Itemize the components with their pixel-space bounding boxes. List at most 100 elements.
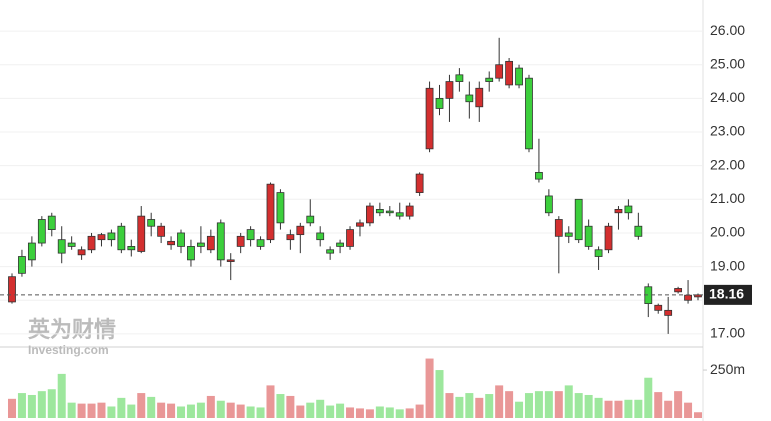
volume-bar (644, 377, 653, 418)
volume-bar (196, 402, 205, 418)
volume-bar (117, 397, 126, 418)
candle-body (97, 234, 106, 241)
y-tick-label: 23.00 (710, 123, 745, 139)
volume-bar (107, 406, 116, 418)
candle-body (147, 219, 156, 227)
last-price-label: 18.16 (709, 286, 744, 302)
volume-bar (127, 404, 136, 418)
candle-body (196, 242, 205, 247)
volume-bar (216, 400, 225, 418)
last-price-box (704, 284, 752, 305)
volume-bar (485, 394, 494, 418)
volume-bar (534, 391, 543, 418)
volume-bar (674, 391, 683, 418)
candle-body (127, 246, 136, 251)
volume-bar (87, 403, 96, 418)
volume-bar (634, 399, 643, 418)
volume-bar (186, 404, 195, 418)
volume-bar (57, 373, 66, 418)
candle-body (435, 97, 444, 109)
y-tick-label: 21.00 (710, 190, 745, 206)
candle-body (57, 239, 66, 254)
candle-body (455, 74, 464, 82)
candle-body (475, 87, 484, 108)
volume-bar (246, 406, 255, 418)
volume-bar (37, 391, 46, 418)
candle-body (346, 229, 354, 247)
candle-body (206, 235, 215, 251)
candle-body (246, 229, 255, 241)
volume-bar (365, 409, 374, 418)
volume-bar (276, 394, 285, 418)
y-tick-label: 22.00 (710, 156, 745, 172)
y-tick-label: 17.00 (710, 325, 745, 341)
volume-bar (336, 403, 345, 418)
volume-bar (266, 385, 275, 418)
y2-tick-label: 250m (710, 361, 745, 377)
volume-bar (236, 404, 245, 418)
volume-bar (524, 393, 533, 418)
candle-body (535, 171, 543, 180)
volume-bar (684, 402, 693, 418)
volume-bar (554, 391, 563, 418)
y-tick-label: 26.00 (710, 22, 745, 38)
volume-bar (425, 358, 434, 418)
candle-body (177, 232, 185, 247)
y-tick-label: 19.00 (710, 257, 745, 273)
volume-bar (286, 395, 295, 418)
volume-bar (505, 391, 514, 418)
volume-bar (664, 400, 673, 418)
candle-body (137, 215, 146, 252)
volume-bar (17, 393, 26, 418)
volume-bar (495, 385, 504, 418)
candle-body (584, 225, 593, 247)
candle-body (515, 67, 523, 86)
watermark-title: 英为财情 (28, 317, 116, 342)
candle-body (574, 198, 583, 241)
volume-bar (167, 403, 176, 418)
candle-body (326, 249, 335, 254)
volume-bar (694, 412, 702, 418)
candle-body (415, 173, 424, 193)
watermark-subtitle: Investing.com (28, 343, 109, 357)
candle-body (554, 219, 563, 237)
candle-body (226, 259, 235, 262)
volume-bar (27, 394, 36, 418)
y-tick-label: 20.00 (710, 224, 745, 240)
candle-body (296, 225, 305, 236)
candle-body (47, 215, 56, 230)
candle-body (684, 294, 692, 301)
candle-body (485, 77, 494, 82)
volume-bar (306, 402, 315, 418)
volume-bar (415, 404, 424, 418)
volume-bar (544, 391, 553, 418)
candle-body (525, 77, 533, 150)
candle-body (674, 288, 683, 293)
volume-bar (177, 406, 186, 418)
volume-bar (395, 409, 404, 418)
candle-body (67, 242, 76, 247)
volume-bar (584, 394, 593, 418)
candle-body (37, 219, 46, 244)
volume-bar (316, 399, 325, 418)
candle-body (87, 235, 96, 251)
candle-body (405, 205, 414, 217)
candle-body (395, 212, 404, 217)
volume-bar (385, 407, 394, 418)
volume-bar (455, 396, 464, 418)
candle-body (306, 215, 315, 224)
candle-body (187, 246, 195, 261)
candle-body (445, 81, 454, 99)
volume-bar (355, 408, 364, 418)
candle-body (465, 94, 474, 103)
candle-body (614, 209, 623, 214)
volume-bar (8, 398, 16, 418)
volume-bar (515, 401, 524, 418)
candle-body (624, 205, 633, 214)
candle-body (385, 210, 394, 214)
volume-bar (624, 399, 633, 418)
candle-body (167, 240, 175, 246)
volume-bar (137, 393, 146, 418)
volume-bar (47, 389, 56, 418)
